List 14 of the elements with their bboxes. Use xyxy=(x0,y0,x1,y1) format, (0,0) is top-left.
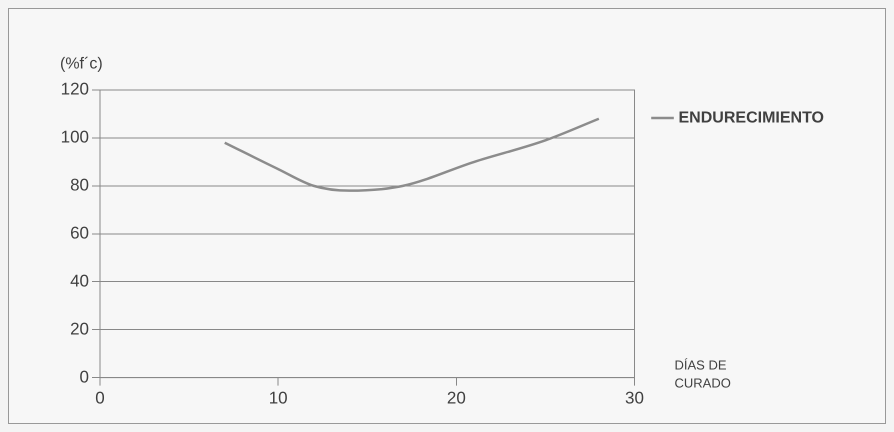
y-tick-label: 100 xyxy=(60,128,89,147)
x-tick-label: 0 xyxy=(95,388,105,408)
x-axis-title: DÍAS DE CURADO xyxy=(674,358,731,391)
y-tick-label: 80 xyxy=(70,176,89,195)
y-tick-label: 120 xyxy=(60,80,89,99)
x-tick-label: 20 xyxy=(446,388,466,408)
y-tick-label: 40 xyxy=(70,271,89,290)
x-tick-label: 10 xyxy=(268,388,288,408)
y-tick-label: 20 xyxy=(70,319,89,338)
y-tick-label: 60 xyxy=(70,223,89,242)
y-tick-label: 0 xyxy=(80,367,89,386)
y-axis-title: (%f´c) xyxy=(60,55,103,72)
x-tick-label: 30 xyxy=(625,388,644,408)
legend-label: ENDURECIMIENTO xyxy=(678,109,824,126)
